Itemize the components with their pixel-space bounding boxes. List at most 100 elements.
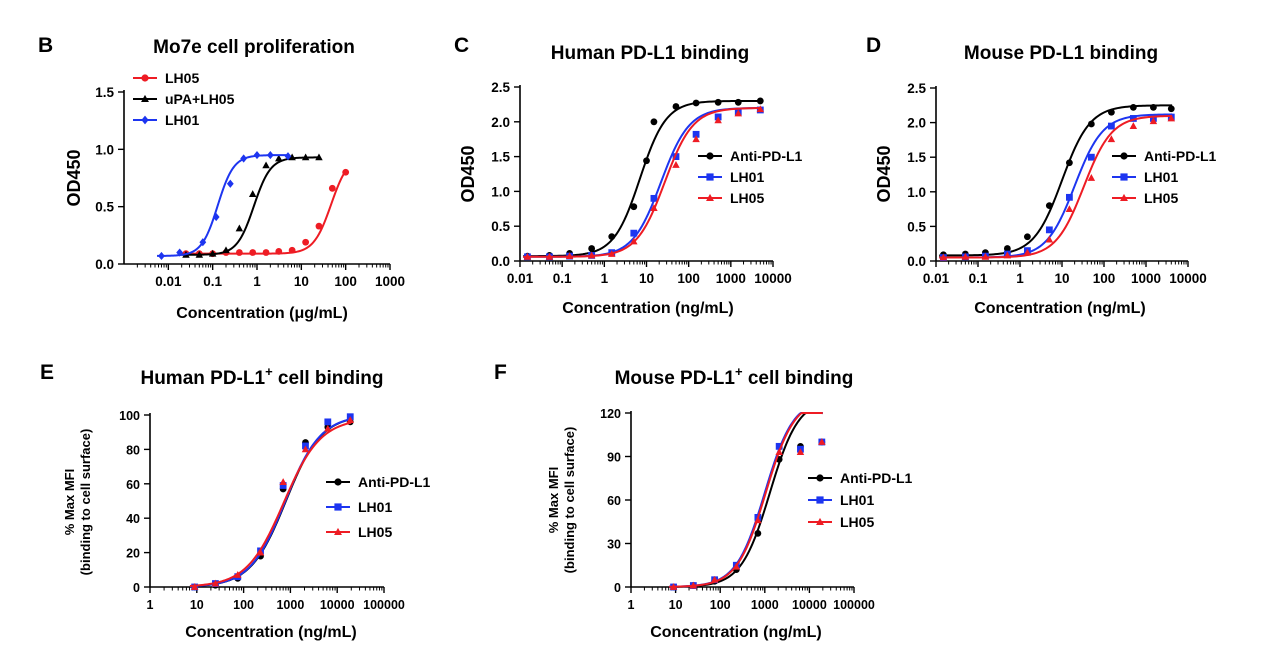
data-point: [672, 153, 680, 160]
data-point: [315, 222, 323, 230]
chart-panel-c: C Human PD-L1 binding 0.01 0.1 1 10 100 1000 100…: [454, 34, 803, 317]
y-tick-label: 0: [614, 581, 621, 595]
data-point: [630, 203, 638, 211]
y-tick-label: 0: [133, 581, 140, 595]
legend-label: LH01: [730, 169, 764, 185]
x-tick-label: 0.01: [155, 274, 182, 289]
data-point: [249, 249, 257, 256]
legend-label: LH05: [840, 514, 874, 530]
x-tick-label: 0.1: [203, 274, 222, 289]
data-point: [565, 252, 574, 260]
legend-label: LH05: [358, 524, 392, 540]
data-point: [315, 153, 323, 161]
x-tick-label: 10000: [320, 598, 355, 612]
chart-title: Human PD-L1+ cell binding: [140, 364, 383, 389]
data-point: [324, 424, 332, 432]
data-point: [208, 249, 217, 257]
y-axis-label-line1: % Max MFI: [546, 467, 561, 533]
y-axis-label-line2: (binding to cell surface): [562, 427, 577, 574]
data-point: [608, 233, 616, 241]
chart-title: Mouse PD-L1+ cell binding: [615, 364, 854, 389]
data-point: [266, 150, 274, 160]
x-tick-label: 10: [294, 274, 309, 289]
chart-title-superscript: +: [265, 364, 273, 379]
x-tick-label: 1000: [751, 598, 779, 612]
legend-marker: [1120, 193, 1128, 202]
series-lh05: LH05: [523, 105, 765, 260]
data-point: [689, 581, 698, 589]
legend-marker: [1120, 173, 1128, 181]
x-tick-label: 100000: [363, 598, 405, 612]
legend-label: LH05: [1144, 190, 1178, 206]
y-tick-label: 1.0: [95, 142, 114, 157]
legend-label: Anti-PD-L1: [1144, 148, 1217, 164]
data-point: [1023, 233, 1031, 241]
chart-title-text: Human PD-L1: [140, 368, 265, 389]
data-point: [262, 161, 270, 169]
legend-label: LH01: [840, 492, 874, 508]
data-point: [346, 416, 354, 424]
x-axis-label: Concentration (ng/mL): [562, 300, 734, 317]
data-point: [275, 154, 283, 162]
y-tick-label: 60: [126, 478, 140, 492]
y-tick-label: 0.0: [95, 257, 114, 272]
fit-curve: [939, 113, 1173, 259]
y-tick-label: 80: [126, 443, 140, 457]
y-tick-label: 2.0: [491, 115, 510, 130]
y-tick-label: 0.5: [95, 200, 114, 215]
data-point: [775, 448, 783, 456]
data-point: [1167, 114, 1176, 122]
data-point: [190, 583, 199, 590]
y-axis-label-line2: (binding to cell surface): [78, 429, 93, 576]
data-point: [301, 153, 310, 161]
data-point: [262, 249, 270, 256]
series-upa-lh05: uPA+LH05: [133, 91, 323, 258]
data-point: [734, 109, 742, 117]
fit-curve: [523, 107, 762, 258]
data-point: [1149, 103, 1157, 111]
x-tick-label: 0.1: [553, 271, 572, 286]
legend-label: uPA+LH05: [165, 91, 235, 107]
data-point: [1045, 235, 1054, 243]
data-point: [302, 238, 310, 246]
data-point: [756, 105, 765, 113]
data-point: [775, 442, 783, 450]
data-point: [222, 246, 230, 254]
x-tick-label: 100000: [833, 598, 875, 612]
x-axis-label: Concentration (μg/mL): [176, 305, 348, 322]
series-anti-pd-l1: Anti-PD-L1: [669, 412, 913, 591]
legend-marker: [816, 496, 824, 504]
x-tick-label: 10000: [754, 271, 792, 286]
panel-letter: E: [40, 361, 54, 384]
legend-label: Anti-PD-L1: [358, 474, 431, 490]
y-tick-label: 0.0: [491, 254, 510, 269]
data-point: [279, 482, 287, 489]
legend-marker: [141, 74, 149, 82]
data-point: [256, 548, 265, 556]
legend-marker: [141, 115, 149, 125]
data-point: [1003, 245, 1011, 252]
x-tick-label: 10: [190, 598, 204, 612]
data-point: [328, 184, 336, 192]
data-point: [650, 204, 658, 211]
data-point: [226, 179, 234, 188]
data-point: [650, 118, 658, 126]
legend-marker: [334, 478, 342, 486]
y-tick-label: 90: [607, 451, 621, 465]
data-point: [588, 245, 596, 252]
data-point: [692, 130, 700, 138]
data-point: [961, 252, 970, 260]
x-tick-label: 1: [147, 598, 154, 612]
data-point: [650, 194, 658, 202]
legend-marker: [334, 527, 342, 536]
data-point: [235, 224, 244, 232]
data-point: [301, 445, 310, 453]
fit-curve: [669, 412, 823, 588]
data-point: [195, 250, 204, 258]
data-point: [1065, 193, 1073, 201]
fit-curve: [939, 114, 1173, 259]
x-tick-label: 10000: [1169, 271, 1207, 286]
x-tick-label: 1: [628, 598, 635, 612]
data-point: [211, 579, 220, 587]
data-point: [630, 237, 638, 245]
